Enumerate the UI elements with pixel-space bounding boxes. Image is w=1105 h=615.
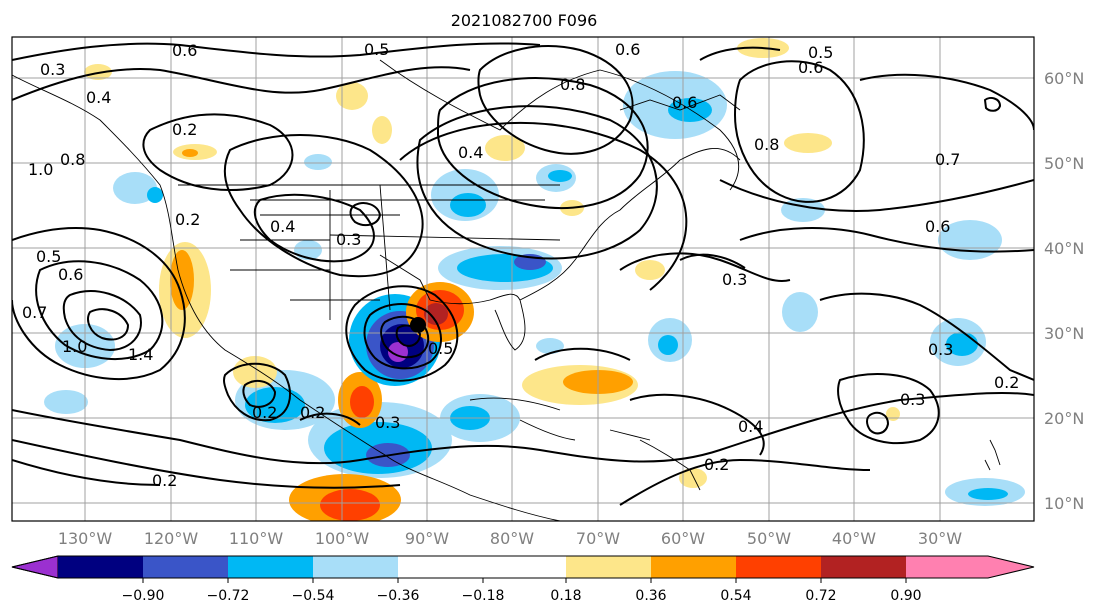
contour-label: 0.3 <box>40 60 65 79</box>
contour-label: 0.4 <box>86 88 111 107</box>
contour-label: 0.2 <box>252 403 277 422</box>
colorbar-bin <box>398 556 566 578</box>
lat-label: 60°N <box>1044 69 1084 88</box>
colorbar-tick: 0.36 <box>635 588 666 604</box>
lon-label: 60°W <box>661 529 705 548</box>
colorbar-tick: −0.90 <box>122 588 165 604</box>
colorbar-bin <box>313 556 398 578</box>
contour-label: 0.2 <box>994 373 1019 392</box>
contour-label: 0.2 <box>704 455 729 474</box>
contour-label: 1.0 <box>62 337 87 356</box>
lon-label: 100°W <box>315 529 370 548</box>
contour-label: 0.8 <box>60 150 85 169</box>
colorbar-tick: −0.72 <box>207 588 250 604</box>
lon-label: 40°W <box>832 529 876 548</box>
lat-label: 20°N <box>1044 409 1084 428</box>
contour-label: 0.6 <box>925 217 950 236</box>
lon-label: 80°W <box>490 529 534 548</box>
contour-label: 0.2 <box>175 210 200 229</box>
lon-label: 50°W <box>747 529 791 548</box>
lon-label: 130°W <box>58 529 113 548</box>
lon-label: 110°W <box>229 529 284 548</box>
colorbar-bin <box>566 556 651 578</box>
map-title: 2021082700 F096 <box>451 11 598 30</box>
colorbar-extend-high <box>906 556 1034 578</box>
colorbar-extend-low <box>11 555 59 579</box>
contour-label: 0.6 <box>58 265 83 284</box>
latitude-labels: 60°N 50°N 40°N 30°N 20°N 10°N <box>1044 69 1084 513</box>
graticule <box>12 37 1034 521</box>
lon-label: 30°W <box>918 529 962 548</box>
contour-label: 0.6 <box>672 93 697 112</box>
contour-label: 0.2 <box>172 120 197 139</box>
contour-label: 0.4 <box>458 143 483 162</box>
contour-label: 0.7 <box>22 303 47 322</box>
colorbar-tick: −0.36 <box>377 588 420 604</box>
colorbar-tick: 0.72 <box>805 588 836 604</box>
colorbar-bin <box>736 556 821 578</box>
contour-label: 1.4 <box>128 345 153 364</box>
contour-label: 0.4 <box>738 417 763 436</box>
colorbar-bin <box>651 556 736 578</box>
lon-label: 70°W <box>576 529 620 548</box>
colorbar-tick: 0.54 <box>720 588 751 604</box>
contour-label: 0.3 <box>336 230 361 249</box>
contour-label: 0.5 <box>808 43 833 62</box>
colorbar-tick: −0.18 <box>462 588 505 604</box>
contour-label: 0.6 <box>172 41 197 60</box>
colorbar-tick: 0.18 <box>550 588 581 604</box>
colorbar-bin <box>58 556 143 578</box>
longitude-labels: 130°W 120°W 110°W 100°W 90°W 80°W 70°W 6… <box>58 529 962 548</box>
colorbar-tick: 0.90 <box>890 588 921 604</box>
contour-label: 0.8 <box>560 75 585 94</box>
contour-label: 0.4 <box>270 217 295 236</box>
lat-label: 30°N <box>1044 324 1084 343</box>
contour-label: 0.3 <box>900 390 925 409</box>
contour-label: 0.5 <box>364 40 389 59</box>
contour-label: 0.3 <box>928 340 953 359</box>
contour-label: 0.2 <box>152 471 177 490</box>
contour-label: 0.5 <box>428 339 453 358</box>
colorbar-bin <box>228 556 313 578</box>
colorbar-bin <box>143 556 228 578</box>
contour-label: 0.2 <box>300 403 325 422</box>
lat-label: 50°N <box>1044 154 1084 173</box>
colorbar-bin <box>821 556 906 578</box>
contour-label: 1.0 <box>28 160 53 179</box>
contour-label: 0.5 <box>36 247 61 266</box>
lon-label: 90°W <box>405 529 449 548</box>
lon-label: 120°W <box>144 529 199 548</box>
contour-label: 0.3 <box>722 270 747 289</box>
contour-lines <box>12 42 1034 506</box>
contour-label: 0.7 <box>935 150 960 169</box>
contour-label: 0.8 <box>754 135 779 154</box>
lat-label: 10°N <box>1044 494 1084 513</box>
contour-label: 0.3 <box>375 413 400 432</box>
lat-label: 40°N <box>1044 239 1084 258</box>
colorbar-tick: −0.54 <box>292 588 335 604</box>
contour-label: 0.6 <box>798 58 823 77</box>
colorbar: −0.90 −0.72 −0.54 −0.36 −0.18 0.18 0.36 … <box>11 555 1035 604</box>
map-border <box>11 36 1035 522</box>
contour-label-group: 0.6 0.5 0.3 0.4 0.2 1.0 0.8 0.2 0.5 0.6 … <box>22 40 1019 490</box>
contour-label: 0.6 <box>615 40 640 59</box>
